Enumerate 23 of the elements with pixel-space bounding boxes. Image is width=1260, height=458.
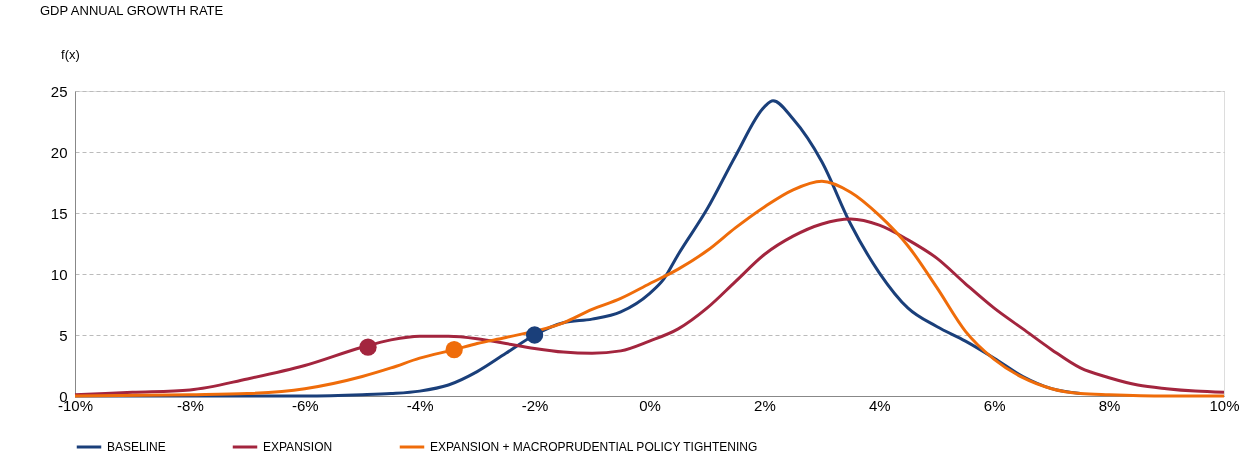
y-tick-label: 25: [50, 82, 68, 100]
x-tick-label: 2%: [754, 396, 776, 414]
y-axis-title: f(x): [61, 46, 80, 62]
x-tick-label: 10%: [1209, 396, 1240, 414]
legend-label: BASELINE: [107, 440, 166, 454]
legend-label: EXPANSION: [263, 440, 333, 454]
point: [445, 341, 463, 359]
legend-label: EXPANSION + MACROPRUDENTIAL POLICY TIGHTENING: [430, 440, 758, 454]
x-tick-label: -4%: [406, 396, 434, 414]
x-tick-label: -8%: [177, 396, 204, 414]
x-tick-label: -6%: [291, 396, 319, 414]
y-tick-label: 5: [59, 326, 68, 344]
point: [359, 338, 377, 356]
y-tick-label: 10: [50, 265, 68, 283]
x-tick-label: 4%: [868, 396, 891, 414]
x-tick-label: 8%: [1098, 396, 1121, 414]
y-tick-label: 15: [50, 204, 68, 222]
chart-title: GDP ANNUAL GROWTH RATE: [40, 3, 224, 18]
point: [525, 326, 544, 344]
x-tick-label: 0%: [639, 396, 661, 414]
x-tick-label: 6%: [983, 396, 1006, 414]
x-tick-label: -2%: [521, 396, 549, 414]
y-tick-label: 20: [50, 143, 68, 161]
